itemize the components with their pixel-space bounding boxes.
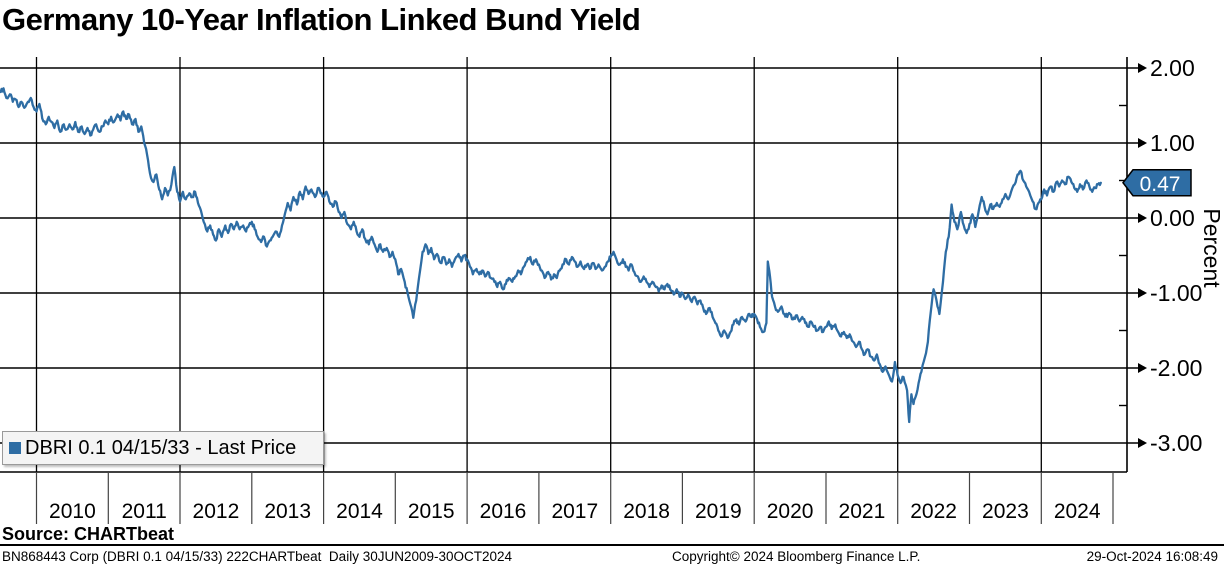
- svg-text:2.00: 2.00: [1150, 55, 1195, 81]
- legend-series-label: DBRI 0.1 04/15/33 - Last Price: [25, 436, 297, 459]
- svg-text:2013: 2013: [264, 500, 311, 523]
- footer-timestamp: 29-Oct-2024 16:08:49: [1086, 549, 1218, 564]
- footer-divider: [0, 544, 1224, 546]
- svg-text:1.00: 1.00: [1150, 130, 1195, 156]
- svg-text:2016: 2016: [480, 500, 527, 523]
- svg-text:-1.00: -1.00: [1150, 280, 1202, 306]
- source-label: Source: CHARTbeat: [2, 524, 175, 544]
- svg-text:2024: 2024: [1054, 500, 1101, 523]
- svg-text:2017: 2017: [551, 500, 598, 523]
- svg-text:-3.00: -3.00: [1150, 430, 1202, 456]
- svg-text:2011: 2011: [122, 500, 167, 523]
- svg-text:2018: 2018: [623, 500, 670, 523]
- svg-text:-2.00: -2.00: [1150, 355, 1202, 381]
- svg-text:2014: 2014: [336, 500, 383, 523]
- svg-text:2021: 2021: [839, 500, 886, 523]
- svg-text:2019: 2019: [695, 500, 742, 523]
- page-title: Germany 10-Year Inflation Linked Bund Yi…: [2, 2, 641, 37]
- svg-text:2010: 2010: [49, 500, 96, 523]
- footer-copyright: Copyright© 2024 Bloomberg Finance L.P.: [672, 549, 921, 564]
- svg-text:2020: 2020: [767, 500, 814, 523]
- svg-text:2023: 2023: [982, 500, 1029, 523]
- svg-text:0.00: 0.00: [1150, 205, 1195, 231]
- svg-text:Percent: Percent: [1199, 208, 1224, 288]
- svg-text:2022: 2022: [910, 500, 957, 523]
- svg-text:2012: 2012: [193, 500, 240, 523]
- svg-text:2015: 2015: [408, 500, 455, 523]
- legend-series-swatch: [9, 442, 21, 454]
- chart-legend: DBRI 0.1 04/15/33 - Last Price: [2, 431, 324, 465]
- footer-security-info: BN868443 Corp (DBRI 0.1 04/15/33) 222CHA…: [2, 549, 513, 564]
- svg-text:0.47: 0.47: [1140, 173, 1181, 196]
- last-price-tag: [1122, 169, 1192, 197]
